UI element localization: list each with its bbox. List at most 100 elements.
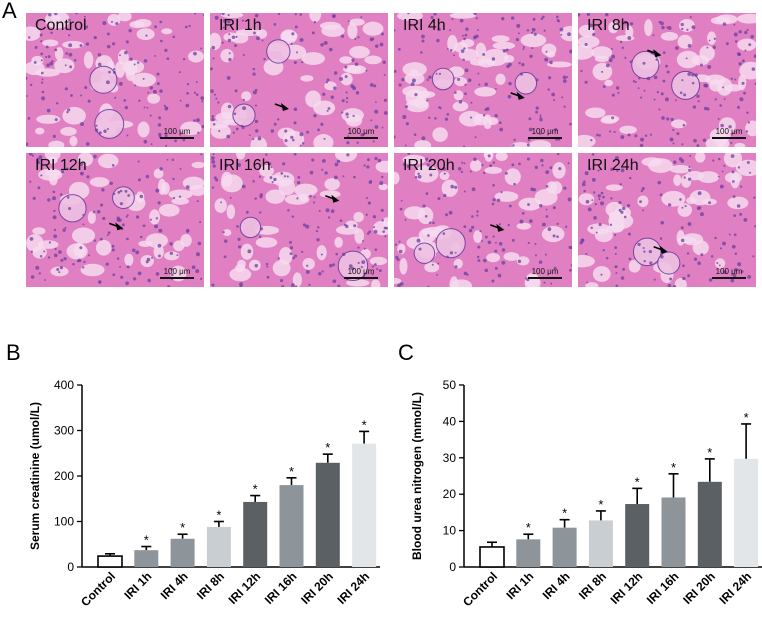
nucleus-dot [665,64,668,68]
nucleus-dot [111,248,115,252]
nucleus-dot [658,108,661,111]
x-tick-label: IRI 24h [334,569,372,607]
nucleus-dot [60,170,65,174]
nucleus-dot [691,81,695,85]
nucleus-dot [535,106,539,110]
nucleus-dot [620,135,625,140]
micrograph-label: IRI 8h [587,17,630,34]
x-tick-label: IRI 1h [503,569,536,602]
nucleus-dot [556,222,559,225]
significance-marker: * [598,497,603,512]
nucleus-dot [149,114,152,117]
tubule-lumen [255,237,278,248]
nucleus-dot [29,180,32,183]
nucleus-dot [553,266,557,270]
nucleus-dot [200,277,203,280]
nucleus-dot [273,22,277,26]
nucleus-dot [453,54,455,57]
nucleus-dot [268,162,272,166]
nucleus-dot [258,235,262,239]
nucleus-dot [459,18,464,23]
tubule-lumen [399,257,408,275]
nucleus-dot [628,257,632,261]
nucleus-dot [494,113,498,118]
nucleus-dot [580,69,583,73]
nucleus-dot [340,34,345,38]
nucleus-dot [504,171,508,175]
nucleus-dot [609,130,612,133]
nucleus-dot [656,90,659,94]
tubule-lumen [677,203,692,217]
nucleus-dot [45,55,48,58]
significance-marker: * [180,520,185,535]
nucleus-dot [428,116,431,119]
nucleus-dot [653,278,656,281]
nucleus-dot [590,226,593,230]
nucleus-dot [374,263,377,266]
nucleus-dot [682,264,685,268]
nucleus-dot [754,225,756,228]
nucleus-dot [46,108,51,113]
nucleus-dot [87,99,91,103]
nucleus-dot [112,273,116,277]
nucleus-dot [342,252,346,257]
nucleus-dot [464,83,467,86]
nucleus-dot [719,104,722,107]
nucleus-dot [519,219,524,224]
nucleus-dot [433,13,437,16]
nucleus-dot [40,40,43,43]
nucleus-dot [143,59,148,63]
nucleus-dot [299,38,304,42]
nucleus-dot [616,86,620,90]
nucleus-dot [445,213,449,217]
nucleus-dot [362,240,364,242]
nucleus-dot [252,180,255,183]
nucleus-dot [315,229,319,233]
nucleus-dot [399,282,404,286]
tubule-lumen [158,203,180,217]
nucleus-dot [253,31,256,35]
nucleus-dot [732,273,737,278]
nucleus-dot [498,242,503,246]
nucleus-dot [235,127,239,131]
nucleus-dot [70,94,73,97]
nucleus-dot [294,285,298,287]
nucleus-dot [567,162,570,165]
nucleus-dot [426,99,429,102]
nucleus-dot [53,253,58,258]
nucleus-dot [193,13,197,15]
nucleus-dot [32,154,35,157]
nucleus-dot [292,138,295,142]
tubule-lumen [95,239,112,256]
arrowhead-icon [496,223,505,232]
nucleus-dot [52,196,57,201]
nucleus-dot [224,164,229,168]
nucleus-dot [139,194,144,199]
tubule-lumen [674,277,687,287]
nucleus-dot [185,185,190,189]
tubule-lumen [402,154,427,165]
y-tick-label: 30 [443,451,457,465]
nucleus-dot [106,32,110,36]
nucleus-dot [438,72,442,76]
tubule-lumen [737,38,756,51]
nucleus-dot [344,75,348,79]
nucleus-dot [466,273,469,276]
nucleus-dot [179,168,182,170]
tubule-lumen [369,256,387,266]
tubule-lumen [606,224,624,233]
nucleus-dot [734,267,738,272]
nucleus-dot [664,97,669,102]
nucleus-dot [545,184,549,188]
nucleus-dot [341,111,344,114]
nucleus-dot [332,263,336,267]
tubule-lumen [669,164,692,174]
nucleus-dot [547,88,550,91]
nucleus-dot [747,275,752,279]
nucleus-dot [722,86,725,89]
nucleus-dot [463,271,468,276]
nucleus-dot [598,134,602,137]
tubule-lumen [578,24,595,38]
tubule-lumen [477,58,496,68]
nucleus-dot [106,127,109,131]
